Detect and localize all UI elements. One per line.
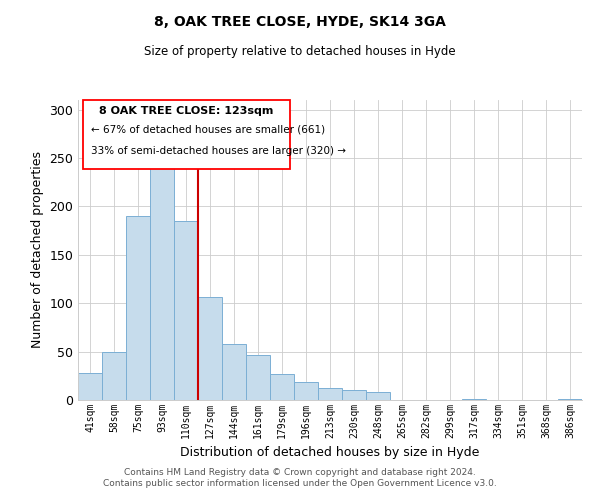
Bar xyxy=(558,399,582,400)
Text: Size of property relative to detached houses in Hyde: Size of property relative to detached ho… xyxy=(144,45,456,58)
Bar xyxy=(318,388,342,400)
Bar xyxy=(198,298,222,400)
Bar xyxy=(174,221,198,400)
Bar xyxy=(294,382,318,400)
Text: Contains HM Land Registry data © Crown copyright and database right 2024.
Contai: Contains HM Land Registry data © Crown c… xyxy=(103,468,497,487)
Text: 33% of semi-detached houses are larger (320) →: 33% of semi-detached houses are larger (… xyxy=(91,146,346,156)
Bar xyxy=(150,165,174,400)
FancyBboxPatch shape xyxy=(83,100,290,169)
Bar xyxy=(102,352,126,400)
Text: ← 67% of detached houses are smaller (661): ← 67% of detached houses are smaller (66… xyxy=(91,124,325,134)
Text: 8, OAK TREE CLOSE, HYDE, SK14 3GA: 8, OAK TREE CLOSE, HYDE, SK14 3GA xyxy=(154,15,446,29)
Bar xyxy=(246,356,270,400)
Text: 8 OAK TREE CLOSE: 123sqm: 8 OAK TREE CLOSE: 123sqm xyxy=(99,106,274,116)
Bar xyxy=(270,374,294,400)
Bar xyxy=(126,216,150,400)
Bar xyxy=(366,392,390,400)
Bar xyxy=(342,390,366,400)
Bar xyxy=(462,399,486,400)
Bar xyxy=(222,344,246,400)
X-axis label: Distribution of detached houses by size in Hyde: Distribution of detached houses by size … xyxy=(181,446,479,460)
Bar xyxy=(78,373,102,400)
Y-axis label: Number of detached properties: Number of detached properties xyxy=(31,152,44,348)
